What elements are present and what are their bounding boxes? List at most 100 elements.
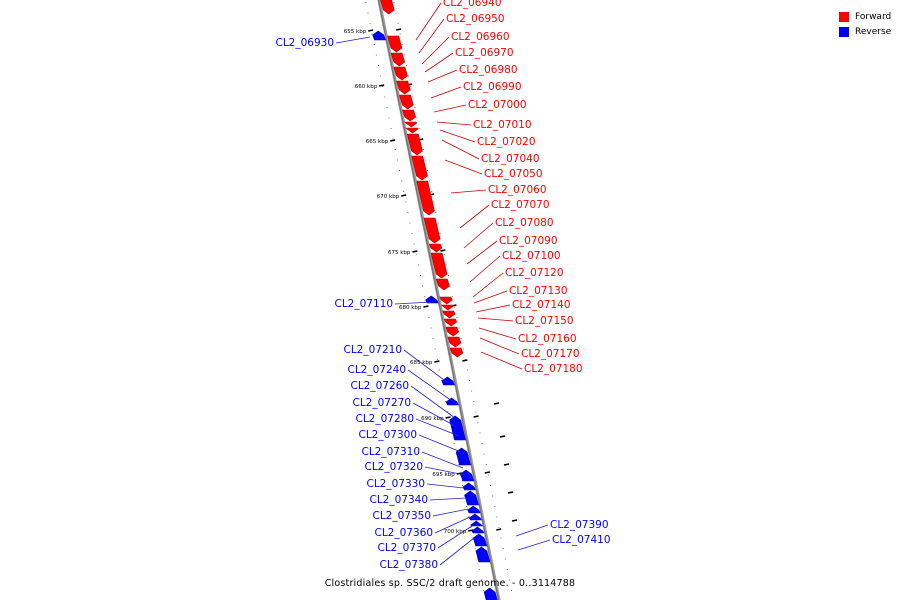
forward-gene-block[interactable] bbox=[423, 217, 441, 244]
forward-gene-block[interactable] bbox=[416, 180, 435, 216]
gene-label-cl2-07350[interactable]: CL2_07350 bbox=[372, 510, 431, 522]
forward-gene-block[interactable] bbox=[393, 66, 408, 81]
axis-line-core bbox=[377, 0, 500, 600]
leader-line bbox=[394, 301, 433, 305]
gene-label-cl2-07380[interactable]: CL2_07380 bbox=[379, 559, 438, 571]
gene-label-cl2-07100[interactable]: CL2_07100 bbox=[502, 250, 561, 262]
gene-label-cl2-07340[interactable]: CL2_07340 bbox=[369, 494, 428, 506]
gene-label-cl2-07060[interactable]: CL2_07060 bbox=[488, 184, 547, 196]
leader-line bbox=[424, 52, 454, 73]
scale-dot-left bbox=[438, 369, 440, 371]
reverse-gene-block[interactable] bbox=[445, 397, 459, 406]
forward-gene-block[interactable] bbox=[411, 155, 428, 181]
scale-dot-left bbox=[483, 590, 484, 591]
reverse-gene-block[interactable] bbox=[464, 490, 479, 506]
gene-label-cl2-07040[interactable]: CL2_07040 bbox=[481, 153, 540, 165]
forward-gene-block[interactable] bbox=[439, 296, 453, 305]
gene-label-cl2-07070[interactable]: CL2_07070 bbox=[491, 199, 550, 211]
gene-label-cl2-07110[interactable]: CL2_07110 bbox=[334, 298, 393, 310]
gene-label-cl2-07020[interactable]: CL2_07020 bbox=[477, 136, 536, 148]
reverse-gene-block[interactable] bbox=[455, 447, 471, 466]
reverse-gene-block[interactable] bbox=[462, 482, 476, 491]
scale-dot-right bbox=[410, 86, 412, 87]
gene-label-cl2-06990[interactable]: CL2_06990 bbox=[463, 81, 522, 93]
gene-label-cl2-07080[interactable]: CL2_07080 bbox=[495, 217, 554, 229]
leader-line bbox=[418, 18, 445, 54]
gene-label-cl2-06950[interactable]: CL2_06950 bbox=[446, 13, 505, 25]
gene-label-cl2-07280[interactable]: CL2_07280 bbox=[355, 413, 414, 425]
reverse-gene-block[interactable] bbox=[441, 376, 455, 386]
forward-gene-block[interactable] bbox=[435, 278, 450, 291]
scale-dot-left bbox=[384, 96, 386, 98]
gene-label-cl2-07320[interactable]: CL2_07320 bbox=[364, 461, 423, 473]
scale-dot-left bbox=[464, 495, 466, 497]
reverse-gene-block[interactable] bbox=[460, 469, 475, 482]
reverse-gene-block[interactable] bbox=[475, 546, 491, 563]
gene-label-cl2-07390[interactable]: CL2_07390 bbox=[550, 519, 609, 531]
gene-label-cl2-07210[interactable]: CL2_07210 bbox=[343, 344, 402, 356]
forward-gene-block[interactable] bbox=[449, 347, 464, 358]
forward-gene-block[interactable] bbox=[440, 304, 454, 311]
forward-gene-block[interactable] bbox=[442, 310, 456, 319]
gene-label-cl2-07360[interactable]: CL2_07360 bbox=[374, 527, 433, 539]
gene-label-cl2-07260[interactable]: CL2_07260 bbox=[350, 380, 409, 392]
gene-label-cl2-07050[interactable]: CL2_07050 bbox=[484, 168, 543, 180]
gene-label-cl2-07240[interactable]: CL2_07240 bbox=[347, 364, 406, 376]
reverse-gene-block[interactable] bbox=[472, 533, 488, 547]
scale-dot-left bbox=[375, 54, 377, 56]
scale-dot-left bbox=[365, 2, 367, 3]
scale-label: 695 kbp bbox=[432, 472, 455, 478]
forward-gene-block[interactable] bbox=[402, 109, 417, 122]
forward-gene-block[interactable] bbox=[406, 133, 423, 156]
gene-label-cl2-07170[interactable]: CL2_07170 bbox=[521, 348, 580, 360]
forward-gene-block[interactable] bbox=[445, 326, 460, 337]
reverse-gene-block[interactable] bbox=[372, 30, 386, 41]
forward-gene-block[interactable] bbox=[387, 35, 403, 53]
forward-gene-block[interactable] bbox=[380, 0, 395, 15]
reverse-gene-block[interactable] bbox=[483, 587, 498, 600]
scale-dot-right bbox=[456, 317, 458, 318]
gene-label-cl2-06960[interactable]: CL2_06960 bbox=[451, 31, 510, 43]
gene-label-cl2-07010[interactable]: CL2_07010 bbox=[473, 119, 532, 131]
scale-dot-right bbox=[492, 495, 494, 497]
gene-label-cl2-07000[interactable]: CL2_07000 bbox=[468, 99, 527, 111]
gene-label-cl2-07270[interactable]: CL2_07270 bbox=[352, 397, 411, 409]
reverse-gene-block[interactable] bbox=[467, 505, 481, 514]
forward-gene-block[interactable] bbox=[447, 336, 462, 348]
scale-dot-left bbox=[411, 233, 413, 234]
forward-gene-block[interactable] bbox=[430, 252, 448, 279]
gene-label-cl2-07150[interactable]: CL2_07150 bbox=[515, 315, 574, 327]
scale-dot-right bbox=[475, 411, 477, 413]
scale-dot-left bbox=[466, 506, 468, 507]
gene-label-cl2-07160[interactable]: CL2_07160 bbox=[518, 333, 577, 345]
gene-label-cl2-07120[interactable]: CL2_07120 bbox=[505, 267, 564, 279]
reverse-gene-block[interactable] bbox=[470, 520, 484, 527]
gene-label-cl2-06940[interactable]: CL2_06940 bbox=[443, 0, 502, 9]
scale-dot-left bbox=[449, 422, 451, 423]
gene-label-cl2-07300[interactable]: CL2_07300 bbox=[358, 429, 417, 441]
leader-line bbox=[427, 69, 458, 83]
forward-gene-block[interactable] bbox=[396, 80, 411, 95]
forward-gene-block[interactable] bbox=[399, 94, 414, 110]
scale-dot-left bbox=[459, 474, 461, 476]
gene-label-cl2-07090[interactable]: CL2_07090 bbox=[499, 235, 558, 247]
forward-gene-block[interactable] bbox=[405, 127, 419, 134]
forward-gene-block[interactable] bbox=[390, 52, 406, 67]
gene-label-cl2-07180[interactable]: CL2_07180 bbox=[524, 363, 583, 375]
scale-tick-mark bbox=[499, 435, 506, 438]
gene-label-cl2-06980[interactable]: CL2_06980 bbox=[459, 64, 518, 76]
forward-gene-block[interactable] bbox=[404, 121, 418, 128]
gene-label-cl2-07370[interactable]: CL2_07370 bbox=[377, 542, 436, 554]
gene-label-cl2-06930[interactable]: CL2_06930 bbox=[275, 37, 334, 49]
forward-gene-block[interactable] bbox=[443, 318, 458, 327]
gene-label-cl2-07330[interactable]: CL2_07330 bbox=[366, 478, 425, 490]
gene-label-cl2-06970[interactable]: CL2_06970 bbox=[455, 47, 514, 59]
gene-label-cl2-07310[interactable]: CL2_07310 bbox=[361, 446, 420, 458]
reverse-gene-block[interactable] bbox=[471, 526, 485, 534]
gene-label-cl2-07140[interactable]: CL2_07140 bbox=[512, 299, 571, 311]
forward-gene-block[interactable] bbox=[428, 243, 443, 253]
reverse-gene-block[interactable] bbox=[425, 295, 439, 304]
gene-label-cl2-07130[interactable]: CL2_07130 bbox=[509, 285, 568, 297]
reverse-gene-block[interactable] bbox=[468, 513, 483, 521]
gene-label-cl2-07410[interactable]: CL2_07410 bbox=[552, 534, 611, 546]
